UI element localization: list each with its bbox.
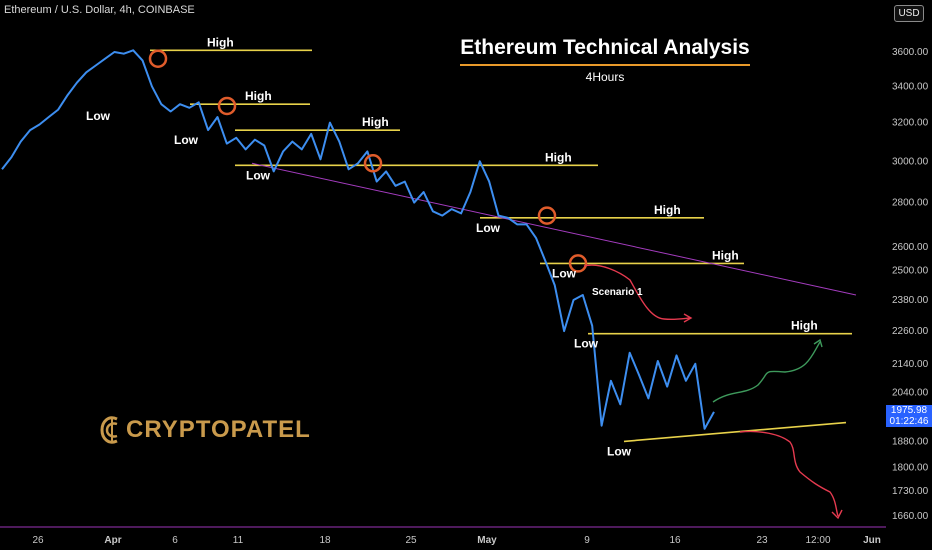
level-label: Low (476, 221, 501, 235)
level-label: Low (552, 266, 577, 280)
retest-circle (568, 254, 588, 273)
level-label: High (245, 89, 272, 103)
level-label: Low (246, 168, 271, 182)
y-tick-label: 1800.00 (892, 462, 929, 473)
retest-circle (363, 154, 383, 173)
current-price-tag: 1975.98 01:22:46 (886, 405, 932, 427)
x-tick-label: 18 (319, 535, 331, 546)
x-tick-label: Apr (104, 535, 121, 546)
brand-logo: CRYPTOPATEL (100, 412, 311, 448)
level-label: High (362, 115, 389, 129)
price-line[interactable] (1, 49, 715, 430)
x-tick-label: 25 (405, 535, 417, 546)
y-tick-label: 2260.00 (892, 326, 929, 337)
y-tick-label: 1730.00 (892, 486, 929, 497)
level-label: Low (86, 109, 111, 123)
y-tick-label: 3600.00 (892, 47, 929, 58)
y-tick-label: 2800.00 (892, 198, 929, 209)
arrow-head-icon (813, 338, 823, 348)
y-tick-label: 2380.00 (892, 295, 929, 306)
level-label: Low (607, 444, 632, 458)
level-label: High (712, 248, 739, 262)
x-tick-label: 26 (32, 535, 44, 546)
y-axis[interactable]: 3600.00 3400.00 3200.00 3000.00 2800.00 2600.… (892, 47, 929, 522)
breakdown-scenario-arrow (739, 430, 839, 517)
level-label: High (207, 35, 234, 49)
x-tick-label: 6 (172, 535, 178, 546)
currency-badge[interactable]: USD (894, 5, 924, 22)
y-tick-label: 1660.00 (892, 511, 929, 522)
analysis-title: Ethereum Technical Analysis (460, 36, 750, 59)
x-tick-label: Jun (863, 535, 881, 546)
support-resistance-levels (150, 49, 852, 443)
x-tick-label: 23 (756, 535, 768, 546)
y-tick-label: 2600.00 (892, 242, 929, 253)
retest-circles (148, 49, 588, 273)
x-tick-label: 9 (584, 535, 590, 546)
arrow-head-icon (831, 509, 843, 520)
x-axis[interactable]: 26 Apr 6 11 18 25 May 9 16 23 12:00 Jun (32, 535, 880, 546)
y-tick-label: 1880.00 (892, 436, 929, 447)
symbol-title[interactable]: Ethereum / U.S. Dollar, 4h, COINBASE (4, 4, 195, 16)
current-price: 1975.98 (890, 405, 928, 416)
scenario-label: Scenario 1 (592, 287, 643, 298)
level-label: High (545, 150, 572, 164)
x-tick-label: 11 (233, 535, 244, 546)
y-tick-label: 3000.00 (892, 156, 929, 167)
retest-circle (217, 96, 237, 116)
level-label: Low (574, 337, 599, 351)
y-tick-label: 2140.00 (892, 359, 929, 370)
coin-icon (100, 416, 118, 444)
trend-lines (251, 162, 857, 296)
brand-name: CRYPTOPATEL (126, 416, 311, 443)
title-underline (460, 64, 750, 66)
x-tick-label: May (477, 535, 497, 546)
y-tick-label: 2500.00 (892, 266, 929, 277)
level-label: High (654, 203, 681, 217)
retest-circle (148, 49, 168, 68)
arrow-head-icon (683, 313, 693, 323)
level-labels: High Low High Low High Low High Low High Low High L… (86, 35, 818, 458)
descending-trend-line (251, 162, 857, 296)
y-tick-label: 3400.00 (892, 81, 929, 92)
y-tick-label: 3200.00 (892, 118, 929, 129)
level-label: Low (174, 133, 199, 147)
x-tick-label: 16 (669, 535, 681, 546)
bearish-scenario-arrow (583, 264, 691, 321)
candle-countdown: 01:22:46 (889, 416, 929, 427)
level-line (623, 421, 847, 443)
retest-circle (537, 206, 557, 225)
scenario-arrows (583, 264, 843, 520)
analysis-timeframe: 4Hours (585, 70, 625, 84)
y-tick-label: 2040.00 (892, 387, 929, 398)
level-label: High (791, 319, 818, 333)
x-tick-label: 12:00 (805, 535, 830, 546)
bullish-scenario-arrow (712, 341, 821, 403)
